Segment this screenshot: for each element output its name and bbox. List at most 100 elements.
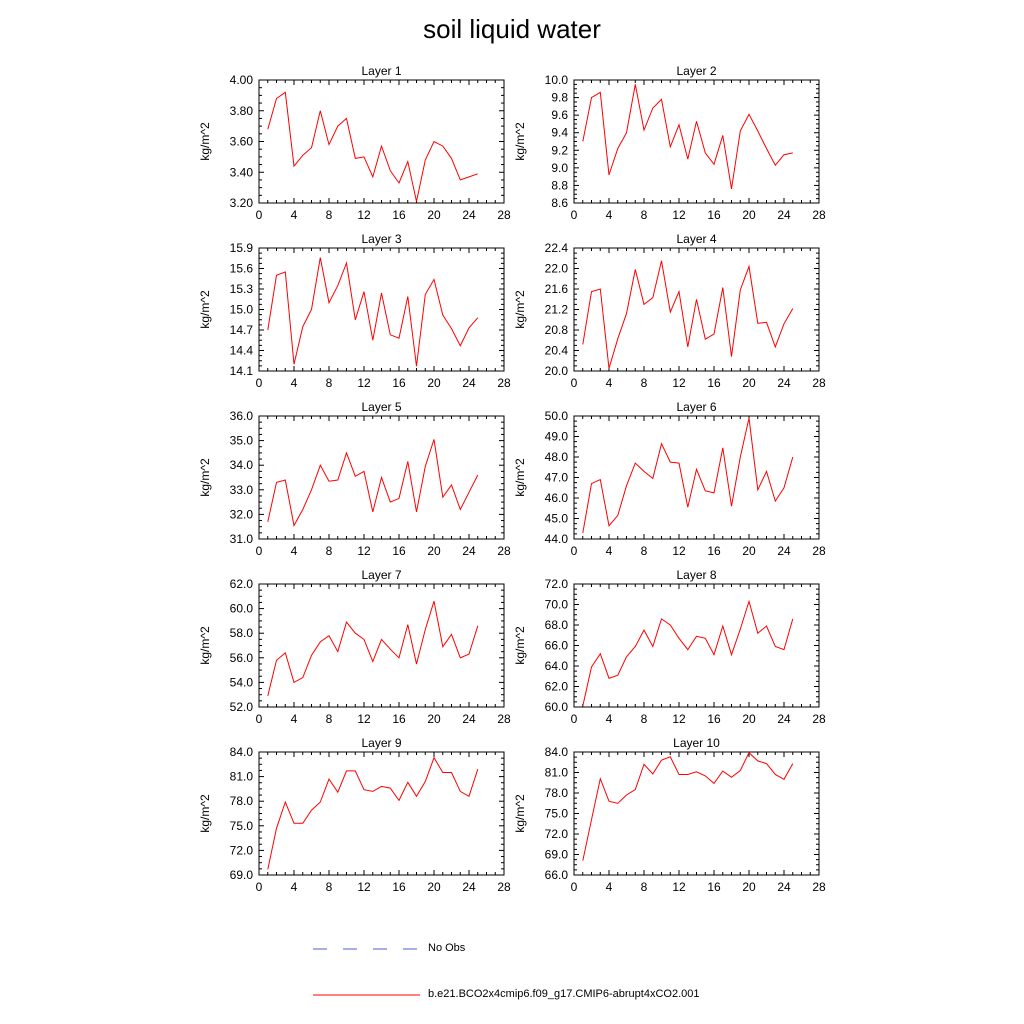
y-tick-label: 64.0 bbox=[545, 659, 569, 673]
x-tick-label: 8 bbox=[326, 208, 333, 222]
y-tick-label: 14.4 bbox=[230, 344, 254, 358]
x-tick-label: 28 bbox=[497, 712, 511, 726]
y-tick-label: 72.0 bbox=[545, 577, 569, 591]
panel-title: Layer 9 bbox=[361, 736, 401, 750]
y-tick-label: 21.2 bbox=[545, 303, 569, 317]
y-tick-label: 36.0 bbox=[230, 409, 254, 423]
chart-panel-7: 0 4 8 12 16 20 24 28 52.0 54.0 56.0 58.0 60.0 62.0 Lay… bbox=[198, 568, 511, 726]
x-tick-label: 8 bbox=[641, 208, 648, 222]
y-tick-label: 31.0 bbox=[230, 532, 254, 546]
y-axis-label: kg/m^2 bbox=[513, 458, 527, 497]
x-tick-label: 12 bbox=[672, 208, 686, 222]
x-tick-label: 20 bbox=[427, 376, 441, 390]
x-tick-label: 4 bbox=[606, 880, 613, 894]
x-tick-label: 28 bbox=[497, 880, 511, 894]
y-tick-label: 68.0 bbox=[545, 618, 569, 632]
y-tick-label: 9.4 bbox=[551, 126, 568, 140]
y-tick-label: 14.7 bbox=[230, 323, 254, 337]
series-line bbox=[267, 257, 479, 367]
x-tick-label: 12 bbox=[357, 544, 371, 558]
series-line bbox=[582, 751, 794, 861]
series-line bbox=[582, 260, 794, 369]
y-tick-label: 15.0 bbox=[230, 303, 254, 317]
x-tick-label: 4 bbox=[291, 208, 298, 222]
x-tick-label: 28 bbox=[812, 544, 826, 558]
chart-panel-9: 0 4 8 12 16 20 24 28 69.0 72.0 75.0 78.0 81.0 84.0 Lay… bbox=[198, 736, 511, 894]
x-tick-label: 0 bbox=[571, 880, 578, 894]
panel-title: Layer 3 bbox=[361, 232, 401, 246]
y-tick-label: 78.0 bbox=[545, 786, 569, 800]
y-tick-label: 15.3 bbox=[230, 282, 254, 296]
y-tick-label: 66.0 bbox=[545, 639, 569, 653]
y-axis-label: kg/m^2 bbox=[513, 290, 527, 329]
chart-panel-4: 0 4 8 12 16 20 24 28 20.0 20.4 20.8 21.2 21.6 22.0 22.… bbox=[513, 232, 826, 390]
x-tick-label: 28 bbox=[812, 376, 826, 390]
y-tick-label: 84.0 bbox=[545, 745, 569, 759]
x-tick-label: 24 bbox=[777, 376, 791, 390]
x-tick-label: 20 bbox=[742, 712, 756, 726]
y-tick-label: 75.0 bbox=[230, 819, 254, 833]
x-tick-label: 0 bbox=[571, 376, 578, 390]
y-tick-label: 69.0 bbox=[545, 848, 569, 862]
x-tick-label: 20 bbox=[742, 208, 756, 222]
x-tick-label: 8 bbox=[641, 712, 648, 726]
y-tick-label: 3.80 bbox=[230, 104, 254, 118]
x-tick-label: 28 bbox=[497, 208, 511, 222]
x-tick-label: 16 bbox=[707, 712, 721, 726]
y-tick-label: 69.0 bbox=[230, 868, 254, 882]
y-tick-label: 62.0 bbox=[545, 680, 569, 694]
y-axis-label: kg/m^2 bbox=[198, 122, 212, 161]
x-tick-label: 24 bbox=[462, 544, 476, 558]
x-tick-label: 12 bbox=[672, 544, 686, 558]
y-tick-label: 20.8 bbox=[545, 323, 569, 337]
y-tick-label: 72.0 bbox=[545, 827, 569, 841]
x-tick-label: 12 bbox=[672, 712, 686, 726]
x-tick-label: 12 bbox=[672, 880, 686, 894]
x-tick-label: 0 bbox=[571, 544, 578, 558]
x-tick-label: 16 bbox=[392, 880, 406, 894]
series-line bbox=[582, 417, 794, 533]
y-axis-label: kg/m^2 bbox=[198, 290, 212, 329]
y-tick-label: 14.1 bbox=[230, 364, 254, 378]
x-tick-label: 20 bbox=[742, 376, 756, 390]
x-tick-label: 16 bbox=[707, 544, 721, 558]
chart-panel-1: 0 4 8 12 16 20 24 28 3.20 3.40 3.60 3.80 4.00 Layer 1… bbox=[198, 64, 511, 222]
y-tick-label: 3.60 bbox=[230, 135, 254, 149]
x-tick-label: 28 bbox=[497, 376, 511, 390]
y-axis-label: kg/m^2 bbox=[513, 626, 527, 665]
y-tick-label: 32.0 bbox=[230, 507, 254, 521]
x-tick-label: 4 bbox=[291, 880, 298, 894]
y-tick-label: 9.2 bbox=[551, 143, 568, 157]
y-tick-label: 8.8 bbox=[551, 178, 568, 192]
panel-title: Layer 7 bbox=[361, 568, 401, 582]
panel-title: Layer 6 bbox=[676, 400, 716, 414]
y-tick-label: 81.0 bbox=[230, 770, 254, 784]
y-tick-label: 21.6 bbox=[545, 282, 569, 296]
panel-title: Layer 8 bbox=[676, 568, 716, 582]
x-tick-label: 8 bbox=[326, 880, 333, 894]
x-tick-label: 4 bbox=[606, 208, 613, 222]
plot-frame bbox=[258, 751, 505, 876]
y-tick-label: 45.0 bbox=[545, 512, 569, 526]
y-tick-label: 15.6 bbox=[230, 262, 254, 276]
panel-title: Layer 4 bbox=[676, 232, 716, 246]
y-axis-label: kg/m^2 bbox=[198, 794, 212, 833]
y-tick-label: 47.0 bbox=[545, 471, 569, 485]
chart-panel-8: 0 4 8 12 16 20 24 28 60.0 62.0 64.0 66.0 68.0 70.0 72.… bbox=[513, 568, 826, 726]
y-tick-label: 70.0 bbox=[545, 598, 569, 612]
chart-panel-5: 0 4 8 12 16 20 24 28 31.0 32.0 33.0 34.0 35.0 36.0 Lay… bbox=[198, 400, 511, 558]
x-tick-label: 0 bbox=[256, 376, 263, 390]
chart-panel-6: 0 4 8 12 16 20 24 28 44.0 45.0 46.0 47.0 48.0 49.0 50.… bbox=[513, 400, 826, 558]
y-tick-label: 4.00 bbox=[230, 73, 254, 87]
x-tick-label: 24 bbox=[462, 208, 476, 222]
x-tick-label: 8 bbox=[641, 376, 648, 390]
panel-title: Layer 5 bbox=[361, 400, 401, 414]
y-tick-label: 3.40 bbox=[230, 165, 254, 179]
y-tick-label: 54.0 bbox=[230, 675, 254, 689]
plot-frame bbox=[573, 79, 820, 204]
y-axis-label: kg/m^2 bbox=[198, 458, 212, 497]
x-tick-label: 16 bbox=[392, 544, 406, 558]
x-tick-label: 24 bbox=[462, 880, 476, 894]
x-tick-label: 16 bbox=[392, 712, 406, 726]
x-tick-label: 0 bbox=[571, 208, 578, 222]
